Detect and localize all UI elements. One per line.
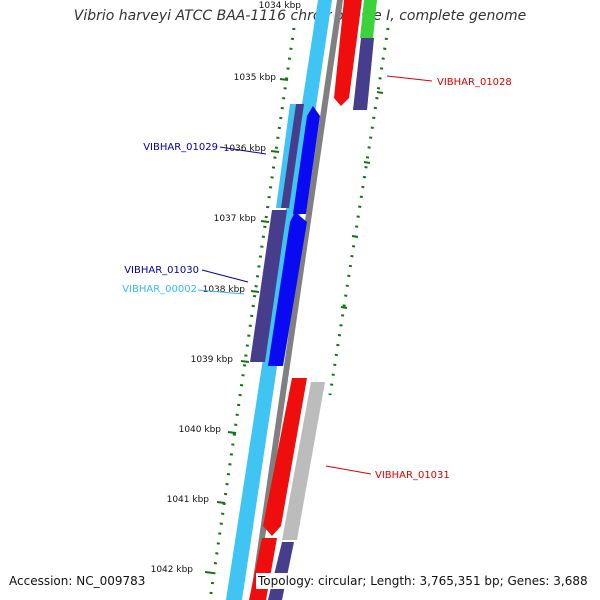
scale-label-1041: 1041 kbp bbox=[167, 495, 210, 505]
feature-cyan-small[interactable] bbox=[276, 104, 296, 208]
gene-label-vibhar-01028[interactable]: VIBHAR_01028 bbox=[437, 77, 512, 88]
feature-green-top[interactable] bbox=[360, 0, 377, 38]
scale-label-1036: 1036 kbp bbox=[224, 144, 267, 154]
gene-label-vibhar-01029[interactable]: VIBHAR_01029 bbox=[143, 142, 218, 153]
map-title: Vibrio harveyi ATCC BAA-1116 chromosome … bbox=[73, 8, 527, 24]
feature-white-strip bbox=[349, 0, 364, 108]
scale-label-1038: 1038 kbp bbox=[203, 285, 246, 295]
outer-ring-marks bbox=[340, 91, 384, 309]
feature-blue-arrow-lower[interactable] bbox=[268, 212, 307, 366]
scale-ticks bbox=[204, 78, 289, 574]
scale-label-1037: 1037 kbp bbox=[214, 214, 257, 224]
feature-red-top[interactable] bbox=[334, 0, 362, 106]
topology-text: Topology: circular; Length: 3,765,351 bp… bbox=[256, 573, 590, 589]
scale-label-1039: 1039 kbp bbox=[191, 355, 234, 365]
gene-label-vibhar-01030[interactable]: VIBHAR_01030 bbox=[124, 265, 199, 276]
inner-tick-ring bbox=[208, 27, 296, 600]
feature-navy-small[interactable] bbox=[281, 104, 304, 208]
feature-navy-right[interactable] bbox=[353, 38, 374, 110]
feature-gray-lower[interactable] bbox=[282, 382, 325, 540]
gene-label-vibhar-00002[interactable]: VIBHAR_00002 bbox=[122, 284, 197, 295]
accession-text: Accession: NC_009783 bbox=[7, 573, 148, 589]
label-connectors bbox=[197, 75, 433, 475]
scale-label-1035: 1035 kbp bbox=[234, 73, 277, 83]
scale-label-1040: 1040 kbp bbox=[179, 425, 222, 435]
genome-backbone bbox=[250, 0, 343, 600]
gene-label-vibhar-01031[interactable]: VIBHAR_01031 bbox=[375, 470, 450, 481]
outer-tick-ring bbox=[328, 27, 390, 396]
scale-label-1042: 1042 kbp bbox=[151, 565, 194, 575]
feature-red-lower[interactable] bbox=[263, 378, 307, 536]
feature-navy-long[interactable] bbox=[250, 210, 287, 362]
scale-label-1034: 1034 kbp bbox=[259, 1, 302, 11]
feature-blue-arrow-upper[interactable] bbox=[293, 106, 320, 214]
